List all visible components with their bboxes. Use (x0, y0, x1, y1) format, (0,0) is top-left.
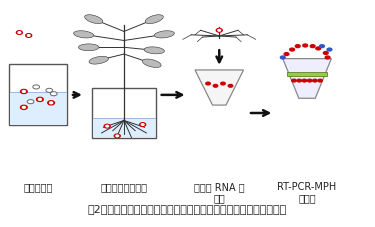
Bar (10, 92, 66, 125)
Circle shape (22, 91, 26, 93)
Circle shape (318, 80, 322, 83)
Text: 土壌を懸濁: 土壌を懸濁 (23, 181, 53, 191)
Ellipse shape (89, 57, 108, 65)
Circle shape (46, 89, 53, 93)
Circle shape (206, 83, 210, 86)
Circle shape (27, 36, 30, 37)
Ellipse shape (78, 45, 99, 52)
Circle shape (116, 136, 118, 137)
Circle shape (325, 57, 330, 60)
Text: RT-PCR-MPH
で検出: RT-PCR-MPH で検出 (278, 181, 337, 203)
Circle shape (48, 101, 54, 105)
Circle shape (221, 83, 225, 86)
Circle shape (296, 45, 300, 48)
Circle shape (327, 49, 332, 52)
Ellipse shape (74, 32, 94, 39)
Circle shape (218, 30, 220, 32)
Ellipse shape (154, 32, 174, 39)
Text: 根部の RNA を
抽出: 根部の RNA を 抽出 (194, 181, 244, 203)
Bar (288, 73, 327, 76)
Circle shape (33, 86, 39, 90)
Circle shape (302, 80, 307, 83)
Circle shape (36, 98, 43, 102)
Circle shape (313, 80, 317, 83)
Circle shape (320, 45, 324, 48)
Ellipse shape (144, 48, 164, 55)
Circle shape (21, 106, 27, 110)
Circle shape (216, 29, 222, 33)
Text: おとり植物を培養: おとり植物を培養 (100, 181, 147, 191)
Circle shape (18, 33, 21, 34)
Circle shape (141, 124, 144, 126)
Polygon shape (195, 71, 243, 106)
Circle shape (290, 49, 294, 52)
Circle shape (26, 35, 32, 38)
Circle shape (308, 80, 312, 83)
Circle shape (310, 45, 315, 48)
Circle shape (228, 85, 233, 88)
Circle shape (27, 100, 34, 104)
Circle shape (297, 80, 302, 83)
Circle shape (280, 57, 285, 60)
Ellipse shape (142, 60, 161, 68)
Text: 図2　ジャガイモモップトップウイルスの多検体土壌診断法の概略: 図2 ジャガイモモップトップウイルスの多検体土壌診断法の概略 (88, 203, 287, 213)
Circle shape (22, 107, 26, 109)
Circle shape (292, 80, 296, 83)
Circle shape (284, 53, 289, 56)
Bar (93, 118, 154, 138)
Circle shape (303, 45, 307, 48)
Bar (9, 65, 67, 126)
Circle shape (316, 48, 321, 51)
Circle shape (104, 125, 110, 128)
Polygon shape (283, 59, 332, 99)
Circle shape (323, 52, 328, 55)
Bar (92, 89, 156, 138)
Ellipse shape (85, 16, 103, 25)
Ellipse shape (145, 16, 164, 25)
Circle shape (140, 123, 146, 127)
Circle shape (21, 90, 27, 94)
Circle shape (16, 32, 22, 35)
Circle shape (114, 134, 120, 138)
Circle shape (38, 99, 41, 101)
Circle shape (50, 102, 52, 104)
Circle shape (50, 92, 57, 96)
Circle shape (106, 126, 108, 127)
Circle shape (213, 85, 218, 88)
